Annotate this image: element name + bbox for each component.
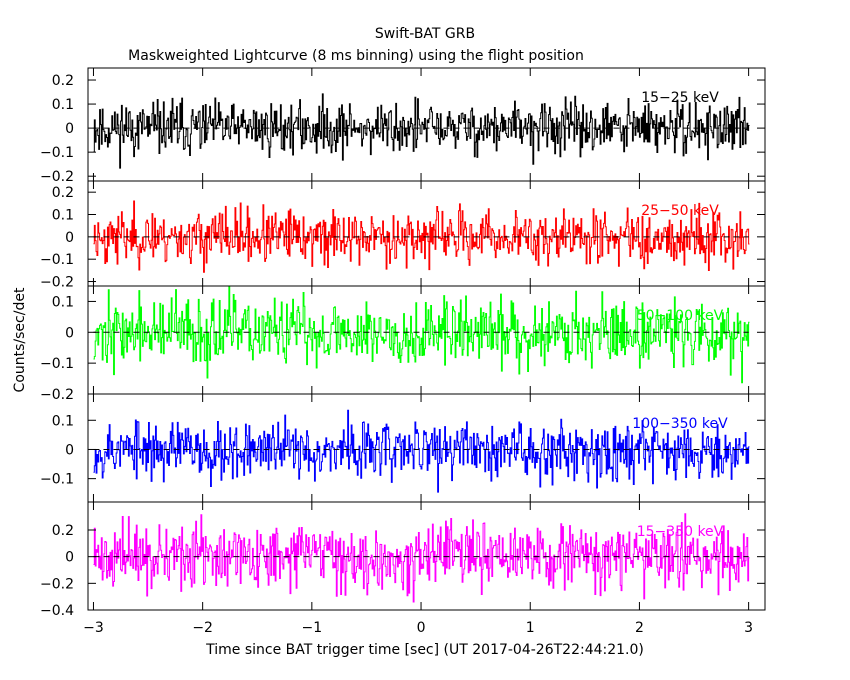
panel-label: 25−50 keV (641, 203, 719, 219)
y-tick-label: −0.1 (40, 252, 74, 268)
series-trace (93, 93, 750, 169)
y-tick-label: 0 (65, 325, 74, 341)
y-tick-label: 0.1 (52, 97, 74, 113)
panel-frame (87, 501, 766, 611)
x-tick-label: −2 (192, 620, 213, 636)
x-tick-label: −1 (302, 620, 323, 636)
series-trace (93, 409, 750, 493)
y-tick-label: 0.2 (52, 185, 74, 201)
y-tick-label: 0.2 (52, 73, 74, 89)
y-tick-label: 0 (65, 230, 74, 246)
x-tick-label: 1 (526, 620, 535, 636)
y-tick-label: 0 (65, 442, 74, 458)
y-tick-label: −0.1 (40, 472, 74, 488)
y-tick-label: 0.2 (52, 523, 74, 539)
panel-label: 50−100 keV (637, 308, 724, 324)
x-tick-labels: −3 −2 −1 0 1 2 3 (83, 620, 753, 636)
y-tick-label: −0.1 (40, 356, 74, 372)
y-tick-label: −0.2 (40, 387, 74, 403)
panel-label: 15−350 keV (637, 524, 724, 540)
panel-label: 100−350 keV (632, 416, 728, 432)
y-axis-label: Counts/sec/det (12, 287, 28, 392)
series-trace (93, 200, 750, 273)
y-tick-label: −0.2 (40, 275, 74, 291)
y-tick-label: 0 (65, 550, 74, 566)
y-tick-label: 0 (65, 121, 74, 137)
series-trace (93, 513, 750, 603)
x-axis-label: Time since BAT trigger time [sec] (UT 20… (205, 642, 644, 658)
x-tick-label: 3 (744, 620, 753, 636)
y-tick-label: 0.1 (52, 208, 74, 224)
chart-subtitle: Maskweighted Lightcurve (8 ms binning) u… (128, 48, 584, 64)
y-tick-label: 0.1 (52, 294, 74, 310)
y-tick-label: −0.2 (40, 576, 74, 592)
y-tick-label: −0.1 (40, 145, 74, 161)
y-tick-label: −0.2 (40, 169, 74, 185)
chart-title: Swift-BAT GRB (375, 26, 475, 42)
panel-100-350-kev: −0.1 0 0.1 100−350 keV (40, 393, 766, 503)
panel-label: 15−25 keV (641, 90, 719, 106)
x-tick-label: 0 (417, 620, 426, 636)
y-tick-label: 0.1 (52, 413, 74, 429)
panel-50-100-kev: −0.2 −0.1 0 0.1 50−100 keV (40, 285, 766, 403)
x-tick-label: 2 (635, 620, 644, 636)
panels-group: −0.2 −0.1 0 0.1 0.2 15−25 keV −0.2 −0.1 0 0.1 0.2 2… (40, 67, 766, 636)
x-tick-label: −3 (83, 620, 104, 636)
panel-15-350-kev: −0.4 −0.2 0 0.2 15−350 keV (40, 501, 766, 619)
y-tick-label: −0.4 (40, 603, 74, 619)
series-trace (93, 286, 750, 384)
